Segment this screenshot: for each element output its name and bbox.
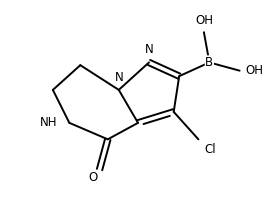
- Text: N: N: [145, 43, 153, 56]
- Text: OH: OH: [195, 14, 213, 27]
- Text: O: O: [88, 171, 97, 184]
- Text: N: N: [115, 71, 123, 84]
- Text: B: B: [205, 56, 213, 69]
- Text: NH: NH: [39, 116, 57, 129]
- Text: OH: OH: [245, 64, 263, 77]
- Text: Cl: Cl: [204, 143, 216, 156]
